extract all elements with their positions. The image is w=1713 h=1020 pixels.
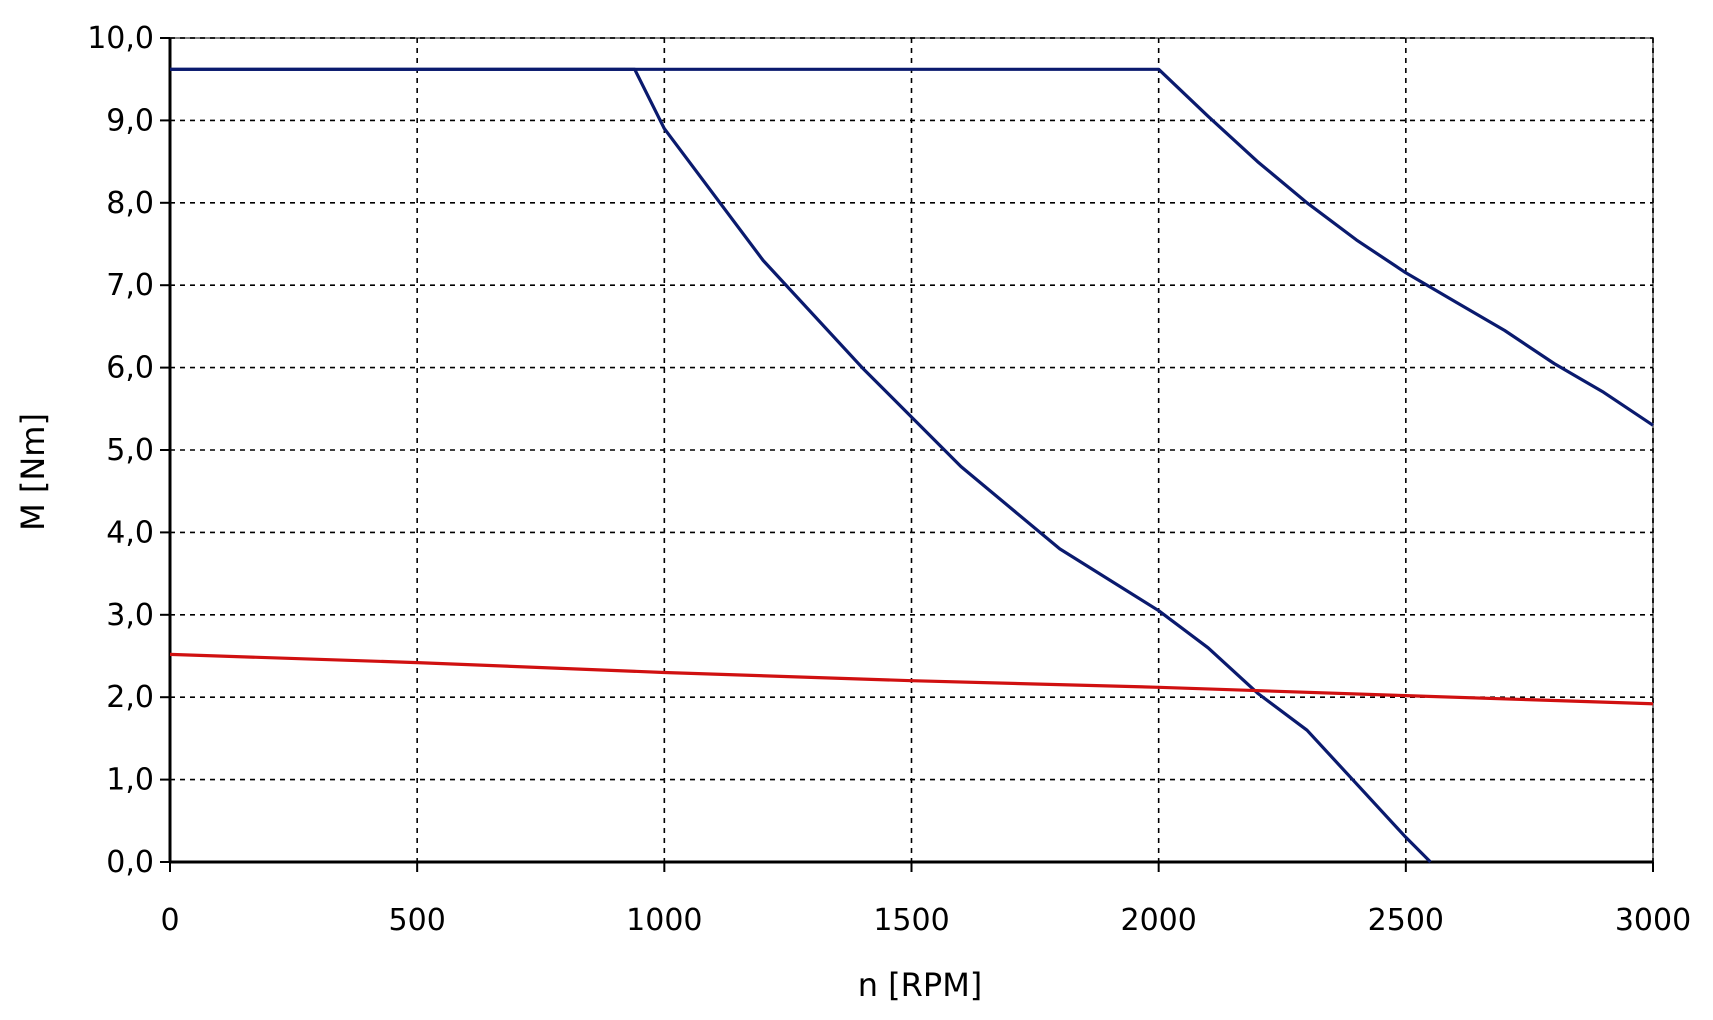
y-tick-label: 9,0 <box>106 103 154 138</box>
x-tick-label: 2000 <box>1120 903 1196 938</box>
y-tick-label: 0,0 <box>106 845 154 880</box>
x-tick-label: 1500 <box>873 903 949 938</box>
series-layer <box>169 67 1654 864</box>
y-axis-title: M [Nm] <box>14 413 52 531</box>
x-tick-label: 3000 <box>1615 903 1691 938</box>
y-tick-label: 4,0 <box>106 515 154 550</box>
axes <box>160 37 1654 872</box>
y-tick-label: 10,0 <box>87 21 154 56</box>
x-tick-label: 2500 <box>1368 903 1444 938</box>
series-line-1 <box>170 67 1432 864</box>
series-line-2 <box>170 67 1654 427</box>
y-tick-label: 2,0 <box>106 680 154 715</box>
x-tick-label: 500 <box>389 903 446 938</box>
tick-labels: 0 500 1000 1500 2000 2500 3000 0,0 1,0 2,0 3,0 4,0 5… <box>87 21 1691 938</box>
series-line-3 <box>169 652 1654 706</box>
y-tick-label: 3,0 <box>106 598 154 633</box>
y-tick-label: 8,0 <box>106 186 154 221</box>
x-tick-label: 0 <box>160 903 179 938</box>
x-tick-label: 1000 <box>626 903 702 938</box>
y-tick-label: 6,0 <box>106 351 154 386</box>
y-tick-label: 1,0 <box>106 763 154 798</box>
grid <box>170 37 1654 862</box>
y-tick-label: 7,0 <box>106 268 154 303</box>
x-axis-title: n [RPM] <box>858 966 983 1004</box>
y-tick-label: 5,0 <box>106 433 154 468</box>
